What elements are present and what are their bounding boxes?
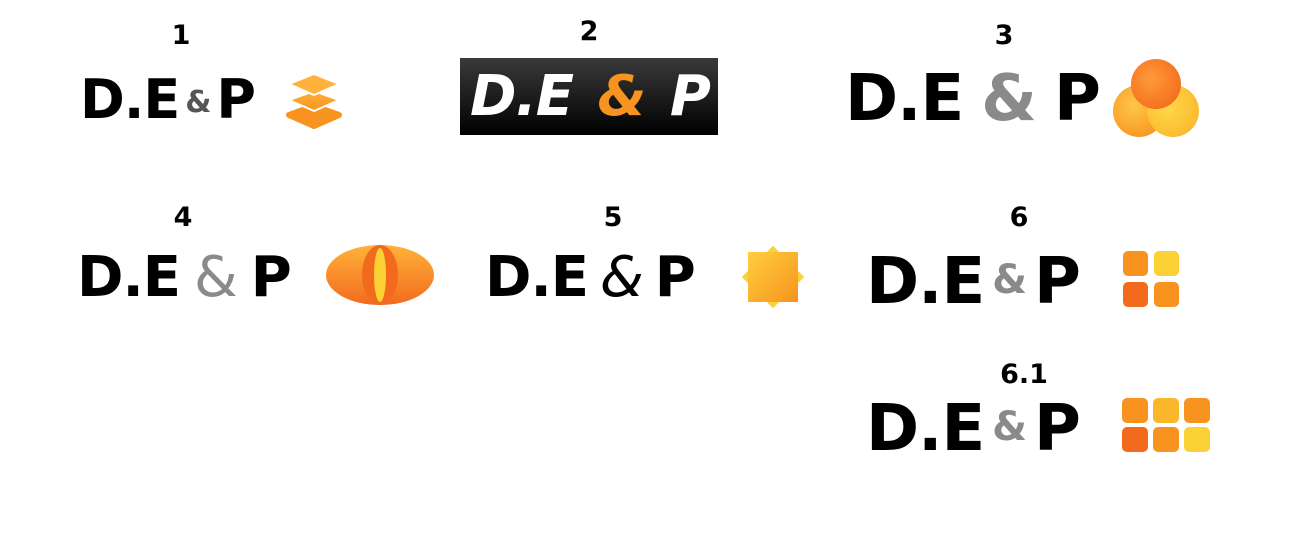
ampersand: &	[194, 245, 238, 310]
logo-6-1-wordmark: D.E & P	[866, 397, 1081, 461]
logo-number: 4	[173, 202, 193, 233]
logo-text-left: D.E	[77, 245, 181, 310]
ampersand: &	[992, 257, 1027, 303]
grid-6-icon	[1122, 398, 1210, 452]
logo-1-wordmark: D.E & P	[80, 73, 256, 127]
logo-text-right: P	[654, 245, 696, 310]
logo-number: 6	[1009, 202, 1029, 233]
logo-number: 6.1	[1000, 359, 1048, 390]
ampersand: &	[981, 62, 1037, 136]
grid-4-icon	[1123, 251, 1179, 307]
stack-layers-icon	[286, 73, 342, 129]
logo-6-wordmark: D.E & P	[866, 250, 1081, 314]
logo-5-wordmark: D.E & P	[485, 245, 696, 310]
ampersand: &	[185, 85, 211, 120]
three-circles-icon	[1113, 59, 1199, 137]
logo-text-left: D.E	[80, 68, 180, 131]
logo-number: 2	[579, 16, 599, 47]
logo-3-wordmark: D.E & P	[845, 62, 1101, 136]
logo-text-right: P	[669, 64, 711, 129]
logo-text-left: D.E	[866, 245, 985, 319]
logo-text-right: P	[216, 68, 256, 131]
logo-text-left: D.E	[485, 245, 589, 310]
ampersand: &	[597, 64, 647, 129]
dark-badge: D.E & P	[460, 58, 718, 135]
logo-text-right: P	[250, 245, 292, 310]
logo-text-right: P	[1034, 392, 1081, 466]
eye-shape-icon	[326, 245, 434, 305]
logo-2-wordmark: D.E & P	[470, 64, 711, 129]
ampersand: &	[600, 245, 644, 310]
logo-text-left: D.E	[845, 62, 964, 136]
logo-number: 3	[994, 20, 1014, 51]
logo-text-right: P	[1034, 245, 1081, 319]
logo-number: 5	[603, 202, 623, 233]
star-burst-icon	[741, 245, 805, 309]
logo-text-right: P	[1053, 62, 1101, 136]
ampersand: &	[992, 404, 1027, 450]
logo-4-wordmark: D.E & P	[77, 245, 292, 310]
logo-text-left: D.E	[470, 64, 574, 129]
logo-number: 1	[171, 20, 191, 51]
logo-text-left: D.E	[866, 392, 985, 466]
